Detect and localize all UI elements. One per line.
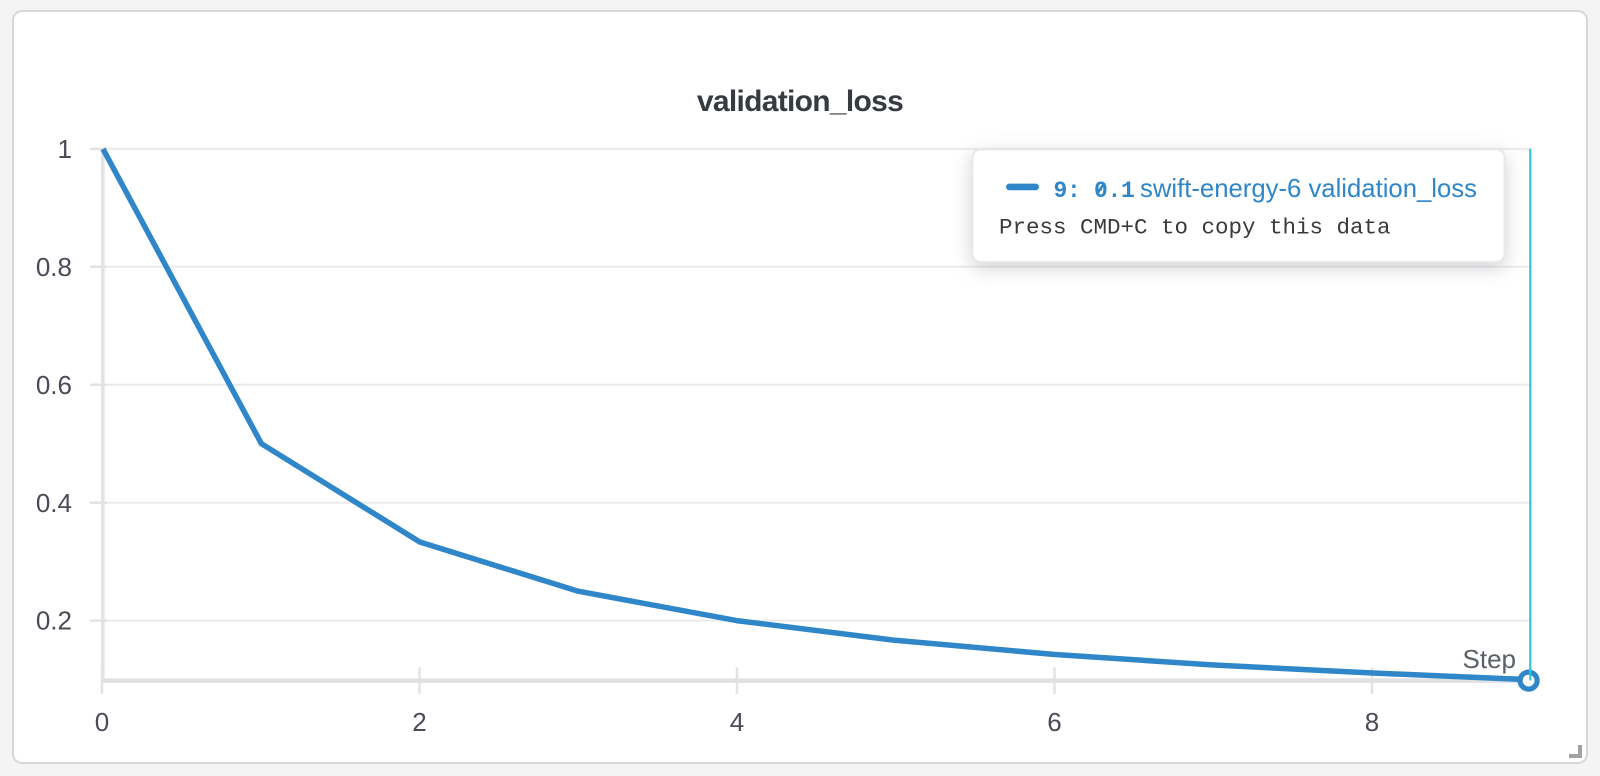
svg-text:1: 1	[58, 134, 72, 164]
svg-text:0.8: 0.8	[36, 252, 72, 282]
svg-text:4: 4	[730, 707, 744, 737]
svg-text:0.4: 0.4	[36, 488, 72, 518]
svg-text:6: 6	[1047, 707, 1061, 737]
svg-text:0: 0	[95, 707, 109, 737]
svg-text:Press CMD+C to copy this data: Press CMD+C to copy this data	[999, 215, 1391, 241]
svg-text:2: 2	[412, 707, 426, 737]
svg-text:validation_loss: validation_loss	[697, 85, 903, 118]
svg-text:0.6: 0.6	[36, 370, 72, 400]
svg-text:Step: Step	[1463, 644, 1517, 674]
svg-text:9: 0.1 swift-energy-6 va: 9: 0.1 swift-energy-6 validation_loss	[1054, 175, 1477, 204]
svg-text:0.2: 0.2	[36, 606, 72, 636]
svg-text:8: 8	[1365, 707, 1379, 737]
